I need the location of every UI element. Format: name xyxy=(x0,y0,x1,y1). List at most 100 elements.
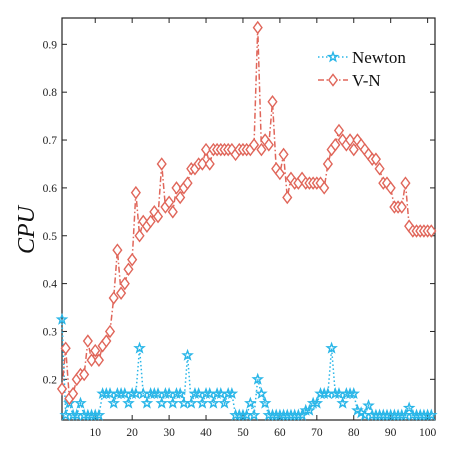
plot-frame xyxy=(61,17,436,421)
data-point-v-n xyxy=(79,367,90,382)
data-point-v-n xyxy=(396,200,407,214)
x-tick-label: 30 xyxy=(163,427,175,439)
data-point-newton xyxy=(362,398,375,412)
y-tick-label: 0.5 xyxy=(43,231,58,243)
data-point-v-n xyxy=(182,176,193,190)
data-point-newton xyxy=(310,396,324,409)
data-point-newton xyxy=(225,387,239,400)
data-point-v-n xyxy=(104,324,116,339)
data-point-v-n xyxy=(426,224,437,238)
data-point-newton xyxy=(184,396,198,409)
data-point-v-n xyxy=(82,334,93,348)
y-tick-label: 0.4 xyxy=(43,279,58,291)
data-point-newton xyxy=(107,396,121,409)
data-point-newton xyxy=(155,396,169,409)
data-point-newton xyxy=(306,396,320,409)
y-tick-label: 0.3 xyxy=(43,326,58,338)
data-point-v-n xyxy=(134,228,145,243)
data-point-newton xyxy=(207,396,220,409)
data-point-v-n xyxy=(130,185,141,200)
y-ticks: 0.2 0.3 0.4 0.5 0.6 0.7 0.8 0.9 xyxy=(43,39,435,386)
x-tick-label: 60 xyxy=(274,427,286,439)
x-tick-label: 70 xyxy=(311,427,323,439)
data-point-v-n xyxy=(330,138,341,152)
data-point-v-n xyxy=(256,142,267,157)
data-point-v-n xyxy=(171,181,182,195)
data-point-newton xyxy=(247,408,261,421)
data-point-v-n xyxy=(200,142,212,157)
data-point-v-n xyxy=(68,386,79,401)
data-point-newton xyxy=(196,396,209,409)
data-point-v-n xyxy=(167,205,178,219)
data-point-newton xyxy=(244,396,257,409)
data-point-v-n xyxy=(164,195,175,210)
data-point-newton xyxy=(133,341,146,354)
data-point-v-n xyxy=(127,252,138,267)
data-point-v-n xyxy=(333,123,345,138)
data-point-newton xyxy=(258,396,272,409)
x-tick-label: 90 xyxy=(385,427,397,439)
data-point-v-n xyxy=(400,176,411,190)
data-point-v-n xyxy=(152,209,164,224)
data-point-v-n xyxy=(322,157,333,171)
data-point-v-n xyxy=(319,181,330,195)
data-point-v-n xyxy=(145,214,156,229)
data-point-newton xyxy=(336,396,349,409)
data-point-newton xyxy=(181,348,194,361)
data-point-v-n xyxy=(112,243,123,257)
data-point-v-n xyxy=(56,382,68,396)
data-point-v-n xyxy=(282,190,293,205)
x-tick-label: 40 xyxy=(200,427,212,439)
data-point-newton xyxy=(92,408,106,421)
data-point-v-n xyxy=(90,343,101,358)
data-point-newton xyxy=(140,396,154,409)
data-point-v-n xyxy=(123,262,134,277)
data-point-newton xyxy=(325,341,338,354)
legend-marker-newton xyxy=(326,50,340,63)
data-point-v-n xyxy=(119,276,130,291)
data-point-v-n xyxy=(278,147,289,162)
data-point-newton xyxy=(166,396,180,409)
data-point-newton xyxy=(125,387,139,400)
data-point-newton xyxy=(55,312,69,325)
data-point-v-n xyxy=(274,166,285,181)
x-tick-label: 80 xyxy=(348,427,360,439)
x-tick-label: 10 xyxy=(89,427,101,439)
y-tick-label: 0.6 xyxy=(43,183,58,195)
y-tick-label: 0.2 xyxy=(43,374,58,386)
data-point-v-n xyxy=(267,94,278,109)
series-markers-newton xyxy=(55,312,438,421)
data-point-newton xyxy=(122,396,135,409)
x-tick-label: 20 xyxy=(126,427,138,439)
data-point-v-n xyxy=(108,291,119,305)
data-point-v-n xyxy=(60,341,71,355)
legend-label-newton: Newton xyxy=(352,48,406,67)
x-tick-label: 50 xyxy=(237,427,249,439)
data-point-newton xyxy=(295,408,309,421)
x-tick-label: 100 xyxy=(419,427,437,439)
data-point-v-n xyxy=(248,138,260,152)
data-point-newton xyxy=(74,396,87,409)
data-point-v-n xyxy=(197,157,208,171)
y-axis-title: CPU xyxy=(14,204,40,254)
data-point-newton xyxy=(177,396,191,409)
data-point-newton xyxy=(173,387,187,400)
series-layer xyxy=(55,20,438,421)
data-point-newton xyxy=(251,372,265,385)
data-point-v-n xyxy=(101,334,112,348)
data-point-v-n xyxy=(93,353,105,367)
data-point-v-n xyxy=(252,20,263,35)
data-point-newton xyxy=(218,396,231,409)
series-markers-v-n xyxy=(56,20,437,406)
data-point-v-n xyxy=(116,286,127,300)
y-tick-label: 0.9 xyxy=(43,39,58,51)
data-point-v-n xyxy=(263,138,274,152)
data-point-v-n xyxy=(344,133,356,147)
data-point-v-n xyxy=(385,181,396,195)
legend: Newton V-N xyxy=(318,48,406,90)
data-point-v-n xyxy=(370,152,381,166)
legend-marker-v-n xyxy=(327,73,339,87)
data-point-v-n xyxy=(204,157,215,171)
data-point-v-n xyxy=(374,161,385,176)
